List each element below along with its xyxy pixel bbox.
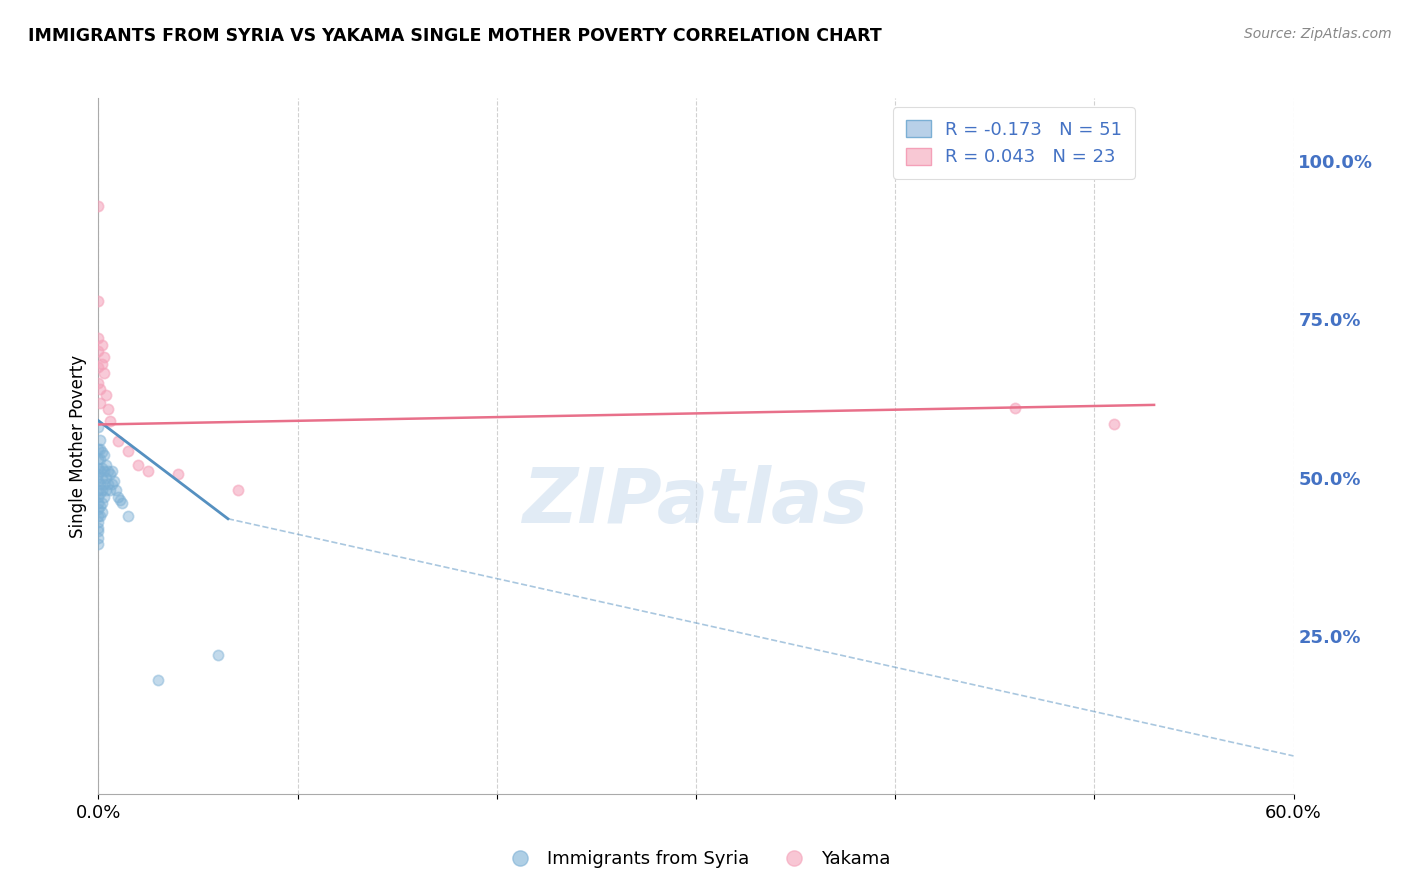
Point (96, 388, 118, 402)
Point (91, 357, 114, 371)
Point (87, 359, 110, 374)
Point (91, 470, 114, 484)
Point (89, 442, 111, 457)
Point (89, 486, 111, 500)
Text: IMMIGRANTS FROM SYRIA VS YAKAMA SINGLE MOTHER POVERTY CORRELATION CHART: IMMIGRANTS FROM SYRIA VS YAKAMA SINGLE M… (28, 27, 882, 45)
Point (103, 474, 125, 488)
Point (96, 483, 118, 498)
Point (89, 451, 111, 466)
Point (87, 344, 110, 359)
Point (101, 477, 124, 491)
Point (148, 673, 170, 687)
Point (136, 464, 159, 478)
Point (89, 508, 111, 523)
Point (100, 414, 122, 428)
Point (87, 451, 110, 466)
Point (110, 492, 132, 507)
Point (107, 434, 129, 448)
Point (91, 338, 114, 352)
Point (93, 477, 115, 491)
Point (101, 464, 124, 478)
Point (87, 521, 110, 535)
Point (93, 490, 115, 504)
Text: Source: ZipAtlas.com: Source: ZipAtlas.com (1244, 27, 1392, 41)
Point (87, 515, 110, 529)
Point (111, 496, 134, 510)
Point (97, 464, 120, 478)
Point (97, 477, 120, 491)
Point (93, 464, 115, 478)
Point (87, 293, 110, 308)
Point (87, 376, 110, 390)
Point (87, 496, 110, 510)
Point (89, 464, 111, 478)
Point (91, 461, 114, 475)
Point (100, 467, 122, 482)
Point (117, 444, 139, 458)
Point (100, 483, 122, 498)
Point (89, 477, 111, 491)
Point (226, 483, 249, 498)
Point (93, 351, 115, 365)
Point (87, 524, 110, 539)
Point (105, 483, 128, 498)
Point (1102, 417, 1125, 431)
Point (97, 402, 120, 417)
Point (87, 483, 110, 498)
Point (87, 537, 110, 551)
Point (107, 490, 129, 504)
Legend: Immigrants from Syria, Yakama: Immigrants from Syria, Yakama (495, 843, 897, 875)
Point (87, 502, 110, 516)
Point (91, 496, 114, 510)
Point (87, 531, 110, 545)
Point (96, 458, 118, 472)
Point (87, 420, 110, 434)
Point (117, 508, 139, 523)
Point (96, 470, 118, 484)
Point (93, 449, 115, 463)
Point (87, 331, 110, 345)
Point (91, 483, 114, 498)
Point (127, 458, 149, 472)
Point (87, 442, 110, 457)
Y-axis label: Single Mother Poverty: Single Mother Poverty (69, 354, 87, 538)
Point (207, 648, 229, 662)
Point (89, 382, 111, 396)
Point (89, 499, 111, 513)
Point (87, 461, 110, 475)
Point (87, 490, 110, 504)
Point (167, 467, 190, 482)
Point (87, 467, 110, 482)
Point (87, 508, 110, 523)
Text: ZIPatlas: ZIPatlas (523, 465, 869, 539)
Point (91, 505, 114, 519)
Point (89, 396, 111, 410)
Point (89, 433, 111, 447)
Point (91, 445, 114, 459)
Point (1004, 401, 1026, 415)
Point (87, 199, 110, 213)
Point (93, 366, 115, 380)
Point (87, 474, 110, 488)
